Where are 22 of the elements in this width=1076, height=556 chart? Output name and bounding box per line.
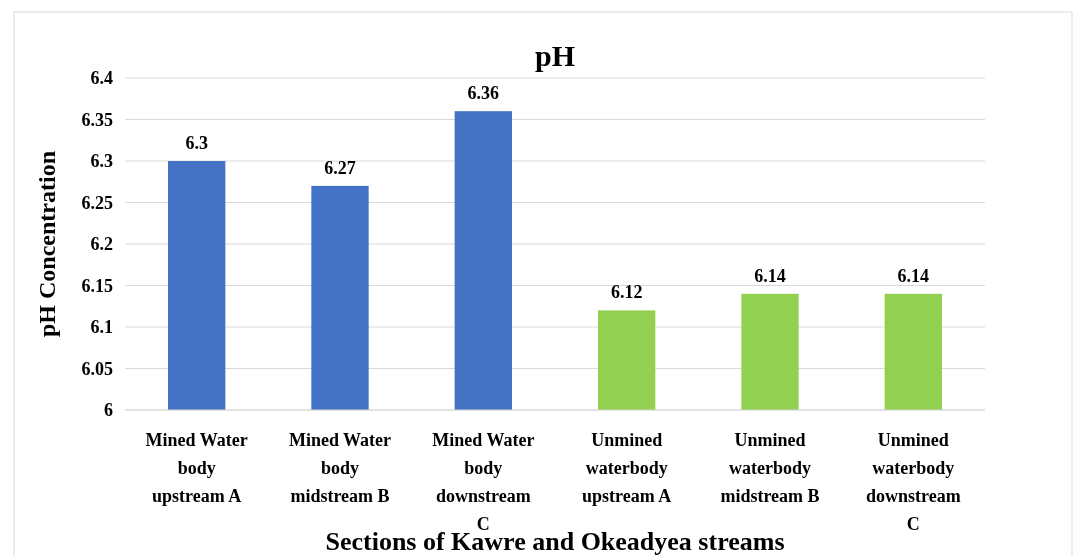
y-tick-label: 6.3 (90, 151, 113, 172)
x-tick-label: Mined Water body midstream B (288, 430, 392, 506)
data-label: 6.14 (754, 265, 786, 286)
data-label: 6.12 (610, 282, 643, 303)
y-tick-label: 6.1 (90, 317, 113, 338)
x-tick-label: Unmined waterbody midstream B (720, 430, 820, 506)
data-label: 6.3 (185, 133, 208, 153)
y-tick-label: 6.4 (90, 68, 113, 89)
data-label: 6.14 (897, 265, 930, 286)
y-tick-label: 6.2 (90, 234, 113, 255)
y-tick-label: 6 (104, 400, 113, 421)
y-tick-label: 6.15 (81, 275, 113, 296)
data-label: 6.36 (467, 83, 500, 104)
x-tick-label: Unmined waterbody upstream A (582, 430, 672, 506)
y-tick-label: 6.35 (81, 109, 113, 130)
x-tick-label: Unmined waterbody downstream C (866, 430, 961, 534)
y-tick-label: 6.05 (81, 358, 113, 379)
y-axis-title: pH Concentration (34, 151, 60, 337)
x-tick-label: Mined Water body upstream A (145, 430, 248, 506)
data-label: 6.27 (324, 157, 356, 178)
y-tick-label: 6.25 (81, 192, 113, 213)
chart-title: pH (534, 39, 576, 72)
